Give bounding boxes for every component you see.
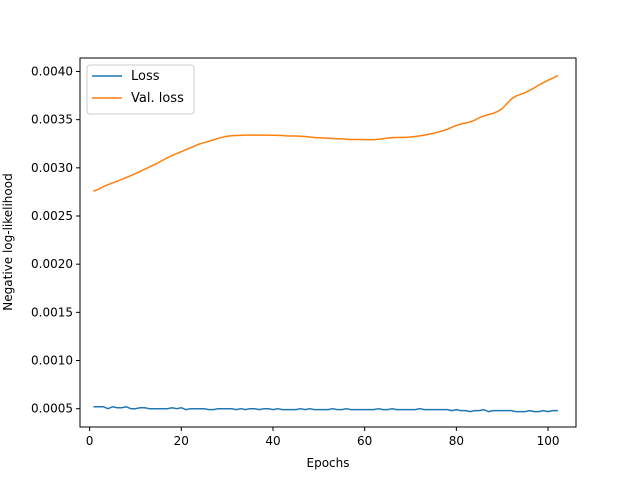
x-tick-label: 80: [449, 434, 464, 448]
series-line-loss: [93, 406, 558, 413]
y-axis-title: Negative log-likelihood: [1, 173, 15, 310]
y-tick-label: 0.0015: [31, 305, 73, 319]
legend: Loss Val. loss: [86, 64, 195, 115]
y-tick-label: 0.0035: [31, 113, 73, 127]
y-tick-label: 0.0010: [31, 354, 73, 368]
y-tick-label: 0.0030: [31, 161, 73, 175]
x-tick-label: 60: [357, 434, 372, 448]
x-tick-label: 20: [174, 434, 189, 448]
y-tick-label: 0.0005: [31, 402, 73, 416]
legend-label-val-loss: Val. loss: [131, 91, 184, 106]
y-axis: 0.0005 0.0010 0.0015 0.0020 0.0025 0.0030 0.00…: [31, 64, 80, 416]
legend-label-loss: Loss: [131, 69, 160, 84]
x-tick-label: 0: [86, 434, 94, 448]
legend-box: [86, 64, 195, 115]
plot-area: [79, 57, 577, 428]
y-tick-label: 0.0020: [31, 257, 73, 271]
x-tick-label: 100: [537, 434, 560, 448]
y-tick-label: 0.0025: [31, 209, 73, 223]
series-line-val-loss: [93, 74, 559, 192]
x-tick-label: 40: [265, 434, 280, 448]
plot-frame: [79, 57, 577, 428]
x-axis-title: Epochs: [307, 456, 350, 470]
x-axis: 0 20 40 60 80 100: [86, 427, 560, 448]
series-layer: [93, 74, 559, 413]
y-tick-label: 0.0040: [31, 64, 73, 78]
